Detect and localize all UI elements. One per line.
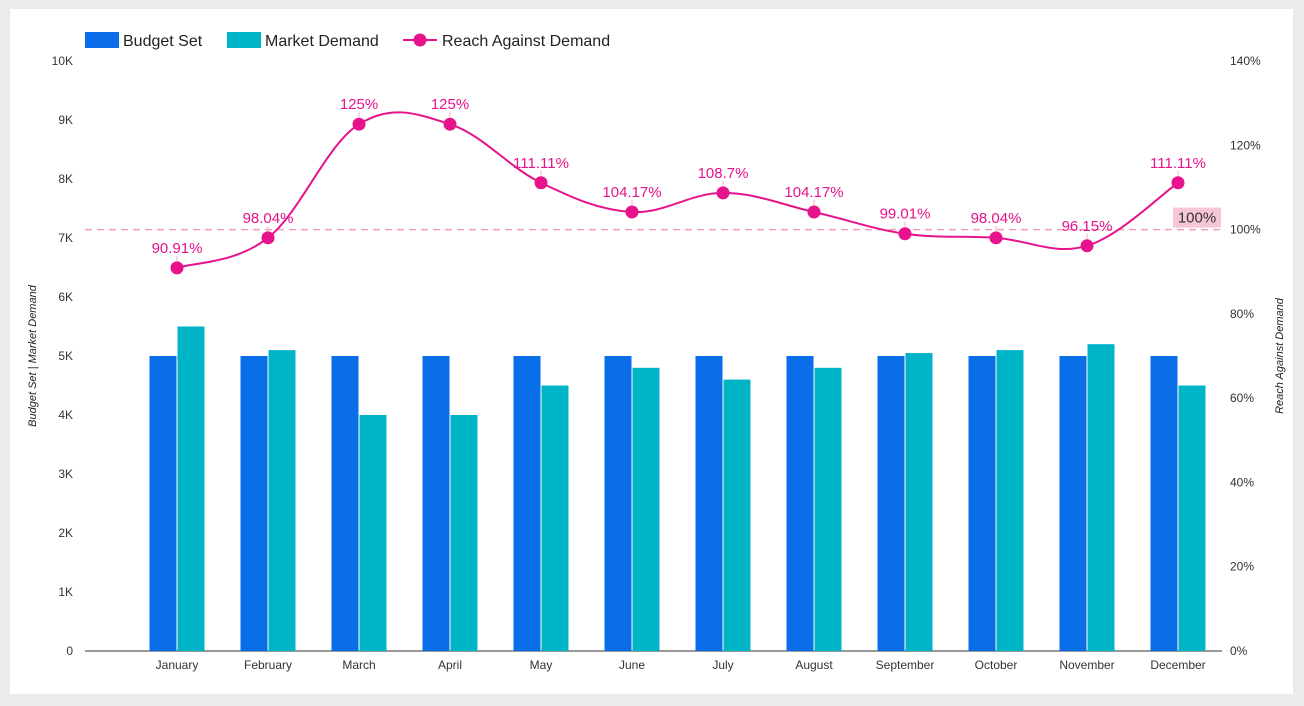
bar-budget-set <box>149 356 177 651</box>
reach-point <box>716 186 730 200</box>
bar-market-demand <box>450 415 478 651</box>
bar-budget-set <box>1150 356 1178 651</box>
bar-market-demand <box>905 353 933 651</box>
left-axis-tick: 9K <box>58 113 73 127</box>
reach-data-label: 125% <box>431 96 469 113</box>
x-axis-tick: December <box>1150 658 1205 672</box>
legend-marker-reach <box>413 33 427 47</box>
reach-point <box>261 231 275 245</box>
reach-point <box>1171 176 1185 190</box>
combo-chart: 0 1K 2K 3K 4K 5K 6K 7K 8K 9K 10K 0% 20% 40% 60% 80% 100%… <box>27 32 1286 672</box>
right-axis-tick: 140% <box>1230 54 1261 68</box>
x-axis-tick: January <box>156 658 199 672</box>
x-axis-tick: June <box>619 658 645 672</box>
reach-data-label: 111.11% <box>1150 155 1206 172</box>
bar-budget-set <box>786 356 814 651</box>
bar-budget-set <box>1059 356 1087 651</box>
bar-market-demand <box>541 385 569 651</box>
x-axis-tick: March <box>342 658 375 672</box>
reference-line-label: 100% <box>1178 210 1216 227</box>
left-axis-tick: 6K <box>58 290 73 304</box>
reach-line <box>176 111 1179 269</box>
legend-swatch-market-demand <box>227 32 261 48</box>
reach-point <box>989 231 1003 245</box>
x-axis-tick: November <box>1059 658 1114 672</box>
bar-market-demand <box>1178 385 1206 651</box>
left-axis-tick: 8K <box>58 172 73 186</box>
legend-swatch-budget-set <box>85 32 119 48</box>
right-axis-tick: 40% <box>1230 475 1254 489</box>
right-axis-tick: 20% <box>1230 560 1254 574</box>
reach-point <box>625 205 639 219</box>
left-axis-tick: 5K <box>58 349 73 363</box>
reach-data-label: 98.04% <box>971 210 1022 227</box>
right-axis-tick: 80% <box>1230 307 1254 321</box>
reach-data-label: 104.17% <box>602 184 661 201</box>
x-axis-tick: May <box>530 658 553 672</box>
x-axis-tick: February <box>244 658 292 672</box>
right-axis-tick: 100% <box>1230 223 1261 237</box>
bar-budget-set <box>695 356 723 651</box>
reach-data-label: 108.7% <box>698 165 749 182</box>
bar-market-demand <box>632 367 660 651</box>
bar-market-demand <box>177 326 205 651</box>
left-axis-tick: 1K <box>58 585 73 599</box>
bar-budget-set <box>877 356 905 651</box>
reach-data-label: 104.17% <box>784 184 843 201</box>
bar-market-demand <box>996 350 1024 651</box>
left-axis-tick: 7K <box>58 231 73 245</box>
bar-market-demand <box>268 350 296 651</box>
reach-point <box>898 227 912 241</box>
reach-point <box>807 205 821 219</box>
reach-point <box>534 176 548 190</box>
right-axis-title: Reach Against Demand <box>1274 297 1286 414</box>
reach-data-label: 125% <box>340 96 378 113</box>
bar-market-demand <box>814 367 842 651</box>
reach-point <box>1080 239 1094 253</box>
left-axis-tick: 3K <box>58 467 73 481</box>
right-axis-tick: 120% <box>1230 138 1261 152</box>
chart-card: 0 1K 2K 3K 4K 5K 6K 7K 8K 9K 10K 0% 20% 40% 60% 80% 100%… <box>10 9 1293 694</box>
x-axis-tick: April <box>438 658 462 672</box>
reach-data-label: 99.01% <box>880 206 931 223</box>
left-axis-tick: 2K <box>58 526 73 540</box>
right-axis-tick: 0% <box>1230 644 1248 658</box>
reach-data-label: 96.15% <box>1062 218 1113 235</box>
legend-label-market-demand: Market Demand <box>265 33 379 50</box>
bar-market-demand <box>1087 344 1115 651</box>
reach-data-label: 98.04% <box>243 210 294 227</box>
x-axis-tick: August <box>795 658 833 672</box>
bar-budget-set <box>422 356 450 651</box>
bar-budget-set <box>968 356 996 651</box>
reference-label-bg <box>1173 207 1221 228</box>
bar-budget-set <box>240 356 268 651</box>
bar-budget-set <box>513 356 541 651</box>
bar-budget-set <box>331 356 359 651</box>
bar-market-demand <box>359 415 387 651</box>
reach-point <box>352 117 366 131</box>
x-axis-tick: July <box>712 658 733 672</box>
left-axis-tick: 0 <box>66 644 73 658</box>
left-axis-title: Budget Set | Market Demand <box>27 284 39 427</box>
legend-label-budget-set: Budget Set <box>123 33 203 50</box>
reach-data-label: 111.11% <box>513 155 569 172</box>
right-axis-tick: 60% <box>1230 391 1254 405</box>
x-axis-tick: October <box>975 658 1018 672</box>
reach-data-label: 90.91% <box>152 240 203 257</box>
left-axis-tick: 4K <box>58 408 73 422</box>
left-axis-tick: 10K <box>52 54 73 68</box>
reach-point <box>170 261 184 275</box>
bar-market-demand <box>723 379 751 651</box>
bar-budget-set <box>604 356 632 651</box>
legend-label-reach-against-demand: Reach Against Demand <box>442 33 610 50</box>
reach-point <box>443 117 457 131</box>
x-axis-tick: September <box>876 658 935 672</box>
